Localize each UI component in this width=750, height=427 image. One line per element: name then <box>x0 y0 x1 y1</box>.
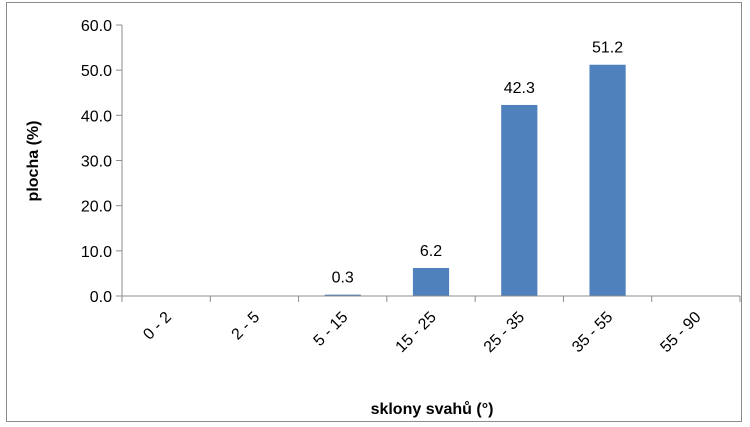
bar <box>589 64 626 296</box>
x-tick-label: 15 - 25 <box>393 309 440 356</box>
x-axis-ticks: 0 - 2 2 - 5 5 - 15 15 - 25 25 - 35 35 - 55 55 … <box>121 296 741 356</box>
bar-value-label: 51.2 <box>592 40 623 57</box>
bar <box>324 294 361 296</box>
y-tick-label: 50.0 <box>81 63 112 80</box>
bar <box>501 104 538 296</box>
y-axis-title: plocha (%) <box>25 121 42 202</box>
x-tick-label: 55 - 90 <box>657 309 704 356</box>
y-tick-label: 20.0 <box>81 199 112 216</box>
x-axis-title: sklony svahů (°) <box>371 401 494 418</box>
x-tick-label: 25 - 35 <box>481 309 528 356</box>
y-tick-label: 10.0 <box>81 244 112 261</box>
bar-value-label: 42.3 <box>504 80 535 97</box>
x-tick-label: 2 - 5 <box>229 309 264 344</box>
x-tick-label: 35 - 55 <box>569 309 616 356</box>
y-tick-label: 0.0 <box>90 289 112 306</box>
bar-value-label: 0.3 <box>332 270 354 287</box>
data-labels: 0.3 6.2 42.3 51.2 <box>332 40 624 287</box>
y-axis-ticks: 0.0 10.0 20.0 30.0 40.0 50.0 60.0 <box>81 18 122 306</box>
x-tick-label: 0 - 2 <box>140 309 175 344</box>
x-tick-label: 5 - 15 <box>311 309 352 350</box>
y-tick-label: 60.0 <box>81 18 112 35</box>
bar-value-label: 6.2 <box>420 243 442 260</box>
y-tick-label: 40.0 <box>81 108 112 125</box>
bars <box>324 64 626 296</box>
y-tick-label: 30.0 <box>81 154 112 171</box>
bar <box>412 267 450 296</box>
